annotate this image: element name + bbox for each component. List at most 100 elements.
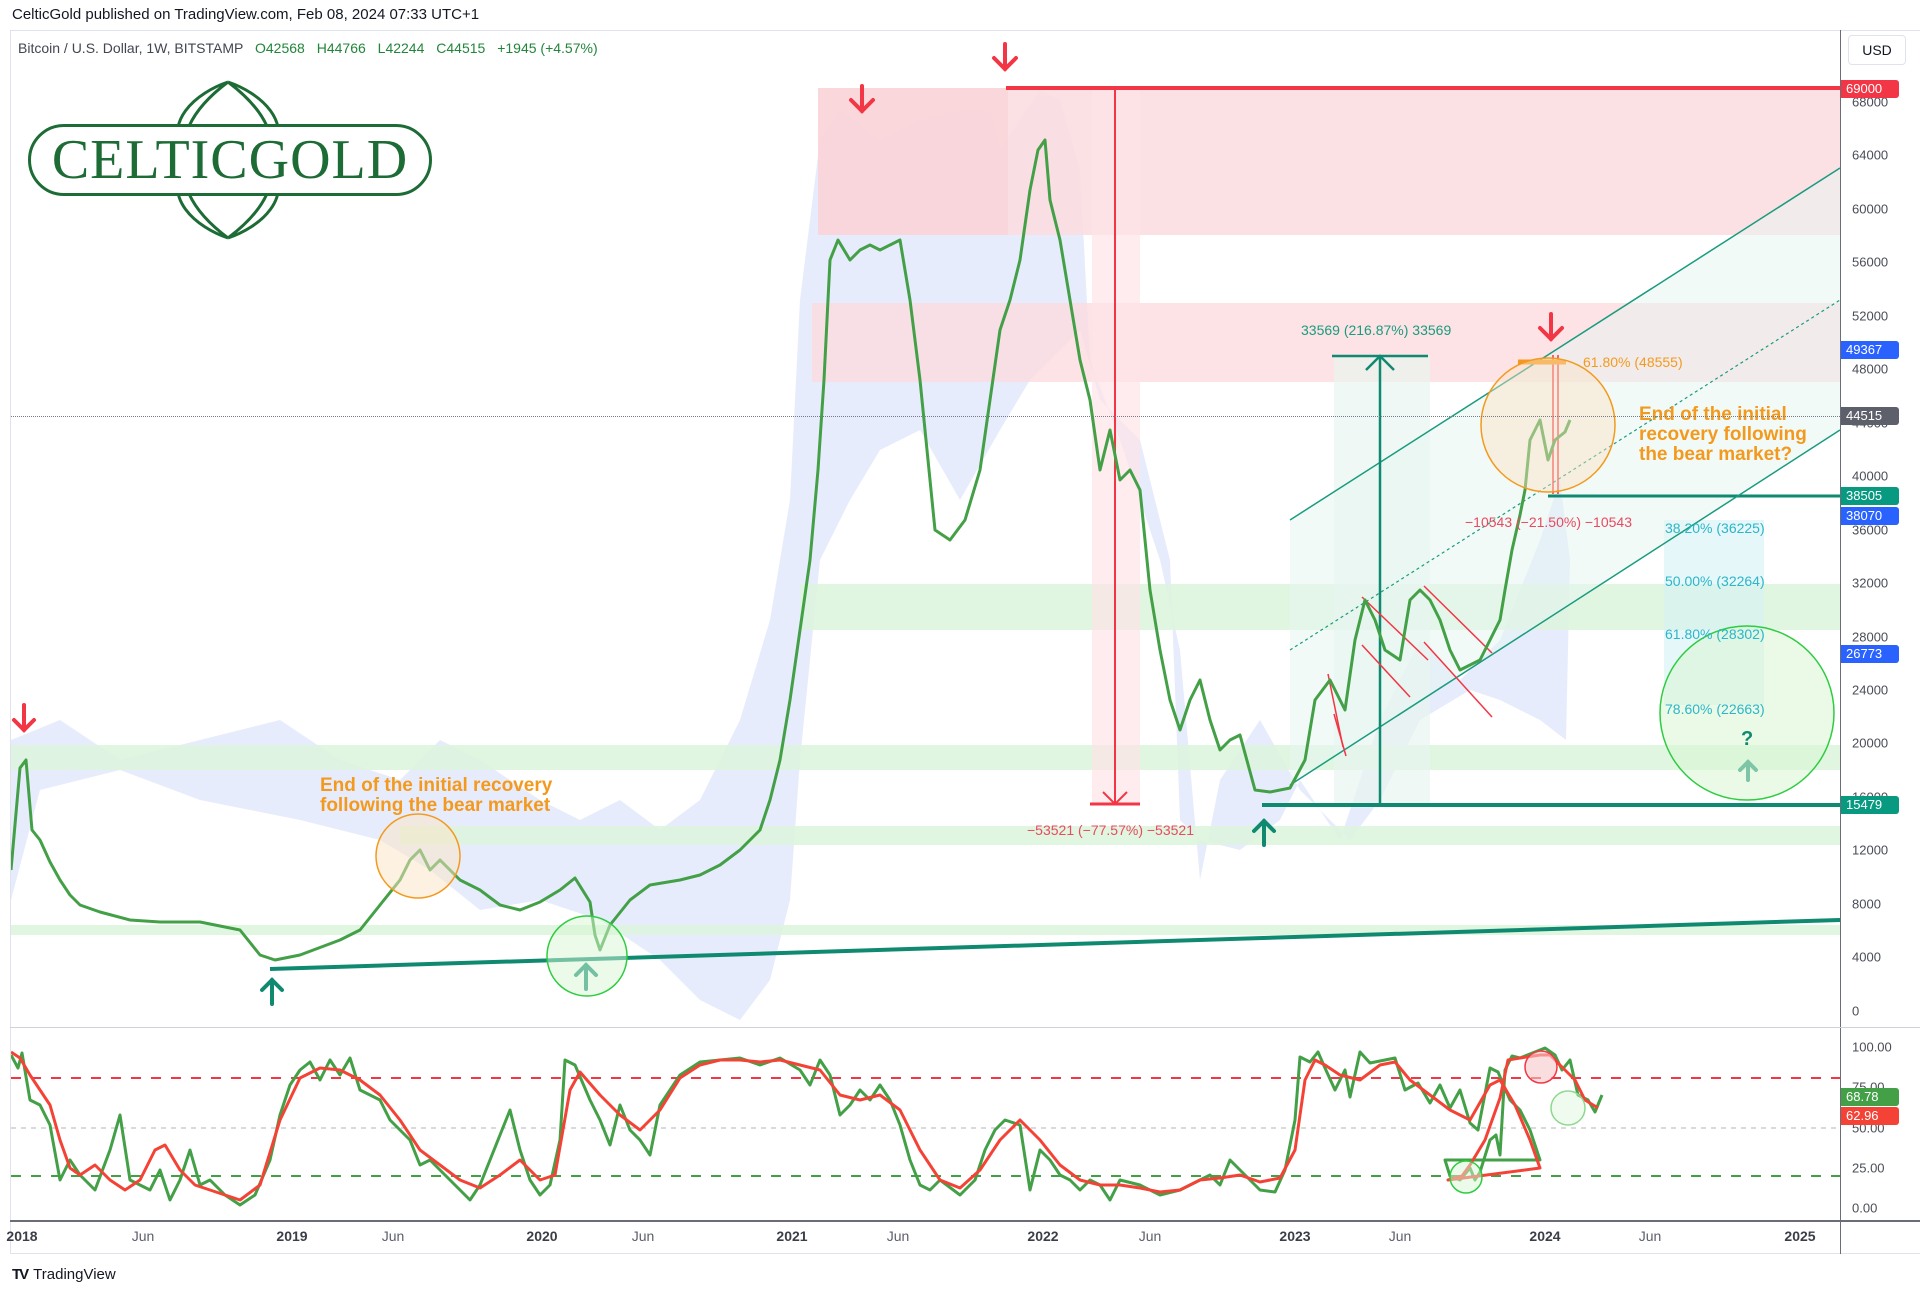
currency-button[interactable]: USD [1848, 35, 1906, 65]
ohlc-change: +1945 (+4.57%) [497, 40, 598, 56]
target-circle [1659, 625, 1835, 801]
osc-tick: 25.00 [1852, 1160, 1885, 1176]
flag-lines [1327, 585, 1493, 757]
price-tag-26773: 26773 [1841, 645, 1899, 663]
publish-info: CelticGold published on TradingView.com,… [12, 6, 480, 23]
fib-top-label: 61.80% (48555) [1583, 354, 1683, 370]
price-tag-15479: 15479 [1841, 796, 1899, 814]
symbol-legend: Bitcoin / U.S. Dollar, 1W, BITSTAMP O425… [18, 40, 598, 56]
time-label: 2025 [1784, 1228, 1816, 1244]
recovery-circle-2024 [1480, 357, 1616, 493]
annotation-line: the bear market? [1639, 444, 1793, 465]
long-term-trendline [269, 918, 1840, 971]
price-pane [11, 86, 1840, 1020]
time-label: Jun [1138, 1228, 1162, 1244]
channel-fill [1290, 168, 1840, 785]
price-tick: 40000 [1852, 468, 1889, 484]
price-axis-line [1840, 30, 1841, 1254]
annotation-recovery-2024: End of the initial recovery following th… [1639, 405, 1807, 465]
fib-500-label: 50.00% (32264) [1665, 573, 1765, 589]
price-tag-current: 44515 [1841, 407, 1899, 425]
time-label: Jun [1638, 1228, 1662, 1244]
pullback-measure-label: −10543 (−21.50%) −10543 [1465, 514, 1632, 530]
osc-tag-d: 62.96 [1841, 1107, 1899, 1125]
time-label: 2024 [1529, 1228, 1561, 1244]
channel-upper [1289, 167, 1840, 521]
price-tick: 56000 [1852, 254, 1889, 270]
ohlc-high: H44766 [316, 40, 366, 56]
annotation-line: End of the initial [1639, 404, 1787, 425]
fib-786-label: 78.60% (22663) [1665, 701, 1765, 717]
price-tag-49367: 49367 [1841, 341, 1899, 359]
channel-mid [1289, 299, 1840, 651]
question-mark: ? [1741, 728, 1754, 750]
price-tick: 8000 [1852, 896, 1881, 912]
fib-382-label: 38.20% (36225) [1665, 520, 1765, 536]
time-label: Jun [631, 1228, 655, 1244]
price-tick: 20000 [1852, 735, 1889, 751]
stoch-k-line [11, 1046, 1604, 1207]
time-label: 2018 [6, 1228, 38, 1244]
price-tick: 28000 [1852, 629, 1889, 645]
time-label: Jun [1388, 1228, 1412, 1244]
time-label: Jun [131, 1228, 155, 1244]
time-label: Jun [381, 1228, 405, 1244]
logo-text: CELTICGOLD [28, 124, 432, 196]
channel-lower [1289, 429, 1840, 786]
bollinger-band [11, 90, 1570, 1020]
price-tick: 52000 [1852, 308, 1889, 324]
chart-frame [10, 30, 1920, 1254]
down-arrow-icon [849, 84, 875, 114]
stoch-d-line [11, 1050, 1599, 1202]
osc-tag-k: 68.78 [1841, 1088, 1899, 1106]
price-tick: 32000 [1852, 575, 1889, 591]
time-label: 2019 [276, 1228, 308, 1244]
support-zone-6k [11, 925, 1840, 935]
annotation-line: recovery following [1639, 424, 1807, 445]
oscillator-low-circle [1449, 1160, 1483, 1194]
time-label: Jun [886, 1228, 910, 1244]
celticgold-logo: CELTICGOLD [28, 72, 432, 248]
price-tick: 68000 [1852, 94, 1889, 110]
price-tick: 12000 [1852, 842, 1889, 858]
drawdown-measure-label: −53521 (−77.57%) −53521 [1027, 822, 1194, 838]
price-tick: 48000 [1852, 361, 1889, 377]
annotation-line: End of the initial recovery [320, 775, 553, 796]
tradingview-brand[interactable]: TV TradingView [12, 1266, 116, 1283]
price-tick: 60000 [1852, 201, 1889, 217]
oscillator-current-circle [1550, 1090, 1586, 1126]
down-arrow-icon [1538, 312, 1564, 342]
price-tag-69000: 69000 [1841, 80, 1899, 98]
time-label: 2022 [1027, 1228, 1059, 1244]
tradingview-text: TradingView [33, 1266, 116, 1283]
down-arrow-icon [992, 42, 1018, 72]
price-tag-38070: 38070 [1841, 507, 1899, 525]
up-arrow-icon [260, 977, 284, 1006]
current-price-line [11, 416, 1840, 417]
resistance-zone-top-left [818, 88, 1008, 235]
ohlc-open: O42568 [255, 40, 305, 56]
support-zone-19k [11, 745, 1840, 770]
oscillator-pane [11, 1046, 1840, 1207]
price-tick: 4000 [1852, 949, 1881, 965]
price-tick: 0 [1852, 1003, 1860, 1019]
pane-separator[interactable] [10, 1027, 1920, 1028]
ohlc-low: L42244 [377, 40, 425, 56]
osc-tick: 0.00 [1852, 1200, 1878, 1216]
up-arrow-icon [1252, 818, 1276, 847]
oscillator-high-circle [1524, 1050, 1558, 1084]
price-tag-38505: 38505 [1841, 487, 1899, 505]
annotation-recovery-2019: End of the initial recovery following th… [320, 776, 552, 816]
osc-tick: 100.00 [1852, 1039, 1892, 1055]
fib-618-label: 61.80% (28302) [1665, 626, 1765, 642]
down-arrow-icon [12, 703, 36, 733]
price-tick: 24000 [1852, 682, 1889, 698]
price-tick: 36000 [1852, 522, 1889, 538]
tradingview-logo-icon: TV [12, 1266, 29, 1283]
symbol-name: Bitcoin / U.S. Dollar, 1W, BITSTAMP [18, 40, 244, 56]
recovery-circle-2019 [375, 813, 461, 899]
covid-low-circle [546, 915, 628, 997]
time-label: 2023 [1279, 1228, 1311, 1244]
rally-measure-label: 33569 (216.87%) 33569 [1301, 322, 1452, 338]
